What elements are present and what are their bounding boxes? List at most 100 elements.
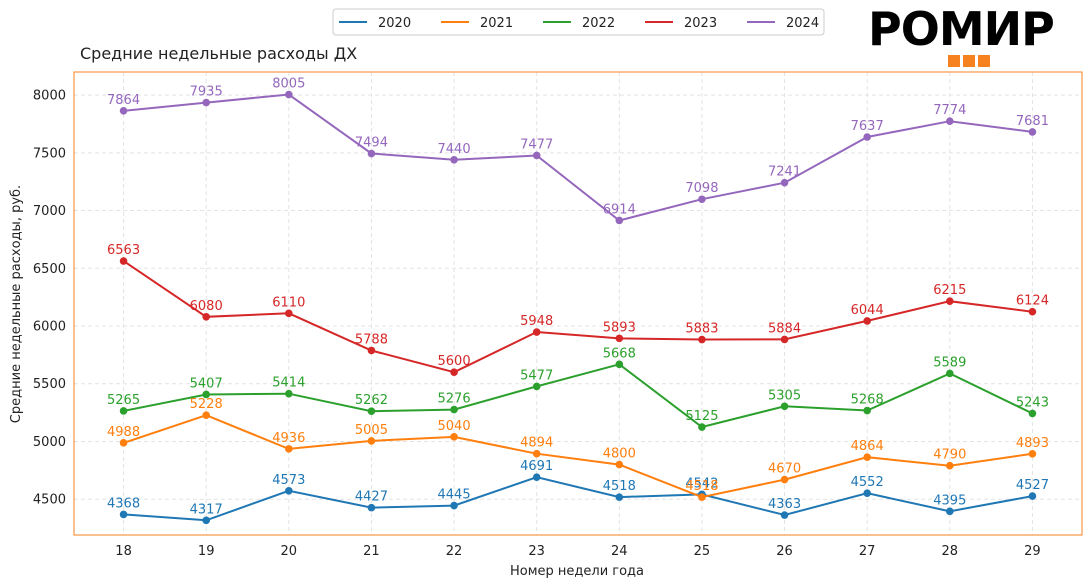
data-label: 4573 — [272, 473, 305, 488]
data-point — [202, 390, 210, 399]
x-tick-label: 18 — [115, 544, 132, 559]
data-point — [863, 406, 871, 415]
data-point — [698, 493, 706, 501]
data-label: 4893 — [1016, 436, 1049, 451]
data-label: 7774 — [933, 103, 966, 118]
data-label: 7681 — [1016, 114, 1049, 129]
y-tick-label: 7000 — [33, 204, 66, 219]
data-point — [698, 423, 706, 431]
data-label: 7864 — [107, 93, 140, 108]
data-label: 5407 — [190, 376, 223, 391]
data-point — [532, 151, 541, 160]
x-tick-label: 29 — [1024, 544, 1041, 559]
legend-item-2022: 2022 — [543, 16, 615, 31]
data-point — [450, 368, 458, 376]
data-point — [615, 360, 624, 369]
data-label: 5788 — [355, 332, 388, 347]
data-point — [863, 133, 871, 141]
data-point — [119, 510, 128, 519]
legend-box — [332, 8, 825, 36]
x-tick-label: 24 — [611, 544, 628, 559]
legend-label: 2024 — [786, 16, 819, 31]
data-label: 5893 — [603, 320, 636, 335]
y-tick-label: 5000 — [33, 435, 66, 450]
data-point — [780, 475, 789, 484]
data-label: 4552 — [851, 475, 884, 490]
data-label: 6110 — [272, 295, 305, 310]
data-label: 4790 — [933, 448, 966, 463]
data-label: 4363 — [768, 497, 801, 512]
x-tick-label: 19 — [198, 544, 215, 559]
data-point — [615, 493, 624, 501]
data-label: 4368 — [107, 496, 140, 511]
x-tick-label: 28 — [942, 544, 959, 559]
data-label: 5668 — [603, 346, 636, 361]
logo-square-2 — [963, 55, 975, 67]
series-line-2024 — [123, 93, 1033, 222]
data-label: 5589 — [933, 355, 966, 370]
data-point — [780, 511, 789, 519]
data-point — [119, 407, 128, 415]
data-point — [119, 257, 128, 265]
data-point — [946, 297, 954, 305]
data-point — [367, 346, 376, 355]
legend: 2020 2021 2022 2023 2024 — [332, 8, 825, 36]
data-point — [119, 439, 128, 447]
data-label: 5268 — [851, 393, 884, 408]
data-point — [1028, 492, 1037, 500]
data-label: 4800 — [603, 447, 636, 462]
data-point — [863, 453, 871, 461]
data-label: 4395 — [933, 493, 966, 508]
data-point — [946, 117, 954, 125]
data-label: 4988 — [107, 425, 140, 440]
data-point — [119, 106, 128, 115]
data-point — [367, 437, 376, 445]
data-point — [1028, 128, 1037, 136]
data-point — [780, 335, 789, 344]
legend-item-2024: 2024 — [747, 16, 819, 31]
series-line-2021 — [123, 414, 1033, 499]
data-point — [698, 335, 706, 344]
y-tick-label: 6500 — [33, 262, 66, 277]
data-label: 5477 — [520, 368, 553, 383]
data-label: 5040 — [438, 419, 471, 434]
data-point — [780, 178, 789, 187]
data-point — [615, 334, 624, 343]
data-point — [202, 98, 210, 107]
x-tick-label: 27 — [859, 544, 876, 559]
x-axis: 18 19 20 21 22 23 24 25 26 27 28 29 — [115, 544, 1040, 559]
legend-label: 2020 — [378, 16, 411, 31]
data-point — [285, 90, 293, 99]
data-label: 5414 — [272, 376, 305, 391]
data-label: 6124 — [1016, 294, 1049, 309]
series-2023: 6563 6080 6110 5788 5600 5948 5893 5883 5884 6044… — [107, 243, 1049, 376]
data-label: 4542 — [685, 476, 718, 491]
logo-wordmark: РОМИР — [868, 2, 1055, 56]
data-label: 6215 — [933, 283, 966, 298]
y-tick-label: 6000 — [33, 320, 66, 335]
data-point — [532, 449, 541, 458]
legend-item-2020: 2020 — [339, 16, 411, 31]
x-tick-label: 21 — [363, 544, 380, 559]
y-tick-label: 4500 — [33, 493, 66, 508]
data-point — [780, 402, 789, 411]
y-tick-label: 5500 — [33, 377, 66, 392]
data-label: 5884 — [768, 321, 801, 336]
series-2021: 4988 5228 4936 5005 5040 4894 4800 4518 4670 4864… — [107, 397, 1049, 501]
data-point — [532, 382, 541, 391]
data-point — [202, 312, 210, 321]
chart-title: Средние недельные расходы ДХ — [80, 44, 357, 63]
data-label: 4864 — [851, 439, 884, 454]
data-point — [615, 216, 624, 225]
data-label: 5305 — [768, 388, 801, 403]
data-point — [285, 445, 293, 453]
x-tick-label: 23 — [528, 544, 545, 559]
plot-area — [73, 71, 1083, 536]
data-label: 4936 — [272, 431, 305, 446]
data-point — [698, 195, 706, 204]
y-tick-label: 7500 — [33, 146, 66, 161]
data-point — [946, 369, 954, 378]
data-label: 5005 — [355, 423, 388, 438]
